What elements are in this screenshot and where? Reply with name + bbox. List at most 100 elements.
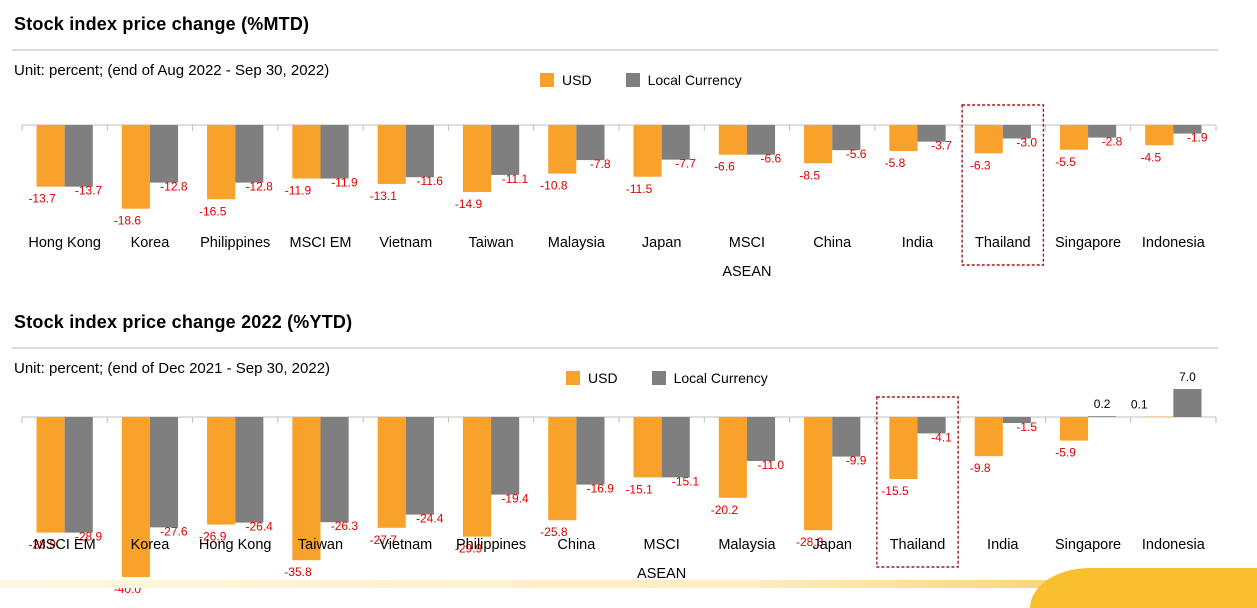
bar-local-currency-china: [576, 417, 605, 485]
data-label-usd-hong-kong: -26.9: [199, 530, 227, 544]
data-label-local-currency-philippines: -12.8: [245, 180, 273, 194]
bar-usd-vietnam: [377, 417, 406, 528]
legend-label-usd: USD: [588, 370, 618, 386]
data-label-local-currency-indonesia: -1.9: [1187, 131, 1208, 145]
bar-local-currency-indonesia: [1173, 125, 1202, 134]
category-label-singapore: Singapore: [1055, 235, 1121, 251]
data-label-local-currency-japan: -7.7: [675, 157, 696, 171]
bar-usd-korea: [121, 417, 150, 577]
category-label-thailand: Thailand: [890, 537, 946, 553]
legend-swatch-local-currency: [651, 371, 666, 385]
category-label-thailand: Thailand: [975, 235, 1031, 251]
data-label-usd-indonesia: -4.5: [1140, 150, 1161, 164]
data-label-local-currency-taiwan: -26.3: [331, 519, 359, 533]
ytd-chart-panel: Stock index price change 2022 (%YTD) Uni…: [0, 298, 1257, 596]
footer-decoration: [0, 580, 1257, 588]
bar-local-currency-singapore: [1088, 125, 1117, 138]
category-label-malaysia: Malaysia: [718, 537, 776, 553]
unit-note: Unit: percent; (end of Aug 2022 - Sep 30…: [14, 62, 330, 79]
mtd-chart-panel: Stock index price change (%MTD) Unit: pe…: [0, 0, 1257, 290]
bar-usd-malaysia: [718, 417, 747, 498]
data-label-usd-taiwan: -14.9: [455, 197, 483, 211]
category-label-philippines: Philippines: [200, 235, 270, 251]
highlight-box-thailand: [876, 396, 959, 568]
legend-item-usd: USD: [566, 370, 618, 386]
bar-usd-singapore: [1059, 125, 1089, 150]
bar-local-currency-msci-asean: [661, 417, 690, 478]
data-label-usd-msci-asean: -15.1: [625, 482, 653, 496]
category-label-msci-asean: MSCI: [729, 235, 765, 251]
legend-swatch-local-currency: [625, 73, 640, 87]
bar-local-currency-thailand: [917, 417, 946, 434]
data-label-local-currency-japan: -9.9: [846, 454, 867, 468]
highlight-box-thailand: [961, 104, 1045, 266]
bar-usd-msci-em: [36, 417, 65, 533]
bar-usd-india: [974, 417, 1003, 457]
category-label-msci-em: MSCI EM: [289, 235, 351, 251]
data-label-usd-india: -9.8: [970, 461, 991, 475]
bar-local-currency-hong-kong: [64, 125, 93, 187]
data-label-usd-hong-kong: -13.7: [28, 192, 56, 206]
data-label-local-currency-korea: -12.8: [160, 180, 188, 194]
chart-title: Stock index price change 2022 (%YTD): [14, 312, 353, 332]
bar-usd-malaysia: [548, 125, 577, 174]
bar-local-currency-indonesia: [1173, 389, 1202, 417]
category-label-china: China: [813, 235, 852, 251]
bar-local-currency-malaysia: [746, 417, 776, 461]
bar-local-currency-thailand: [1002, 125, 1031, 139]
bar-local-currency-japan: [661, 125, 690, 160]
data-label-usd-singapore: -5.5: [1055, 155, 1076, 169]
data-label-usd-singapore: -5.9: [1055, 446, 1076, 460]
data-label-local-currency-china: -16.9: [587, 482, 615, 496]
data-label-usd-philippines: -29.9: [455, 542, 483, 556]
bar-usd-msci-asean: [718, 125, 747, 155]
chart-title: Stock index price change (%MTD): [14, 14, 310, 34]
data-label-local-currency-msci-asean: -15.1: [672, 474, 700, 488]
bar-local-currency-vietnam: [405, 417, 434, 515]
data-label-local-currency-philippines: -19.4: [501, 492, 529, 506]
data-label-usd-msci-asean: -6.6: [714, 160, 735, 174]
bar-local-currency-india: [1002, 417, 1031, 423]
category-label-singapore: Singapore: [1055, 537, 1121, 553]
bar-local-currency-taiwan: [491, 125, 520, 175]
data-label-usd-malaysia: -10.8: [540, 179, 568, 193]
legend-label-local-currency: Local Currency: [647, 72, 742, 88]
bar-local-currency-china: [832, 125, 861, 151]
bar-local-currency-msci-asean: [746, 125, 776, 155]
legend: USD Local Currency: [566, 370, 802, 386]
title-divider: [12, 49, 1218, 51]
bar-usd-indonesia: [1145, 416, 1174, 418]
data-label-usd-indonesia: 0.1: [1131, 398, 1148, 412]
bar-local-currency-vietnam: [405, 125, 434, 178]
category-label-msci-em: MSCI EM: [34, 537, 96, 553]
bar-local-currency-hong-kong: [235, 417, 264, 523]
legend-item-local-currency: Local Currency: [625, 72, 742, 88]
bar-local-currency-india: [917, 125, 946, 142]
bar-local-currency-msci-em: [64, 417, 93, 533]
bar-local-currency-philippines: [235, 125, 264, 183]
bar-usd-china: [804, 125, 833, 164]
data-label-local-currency-taiwan: -11.1: [502, 172, 529, 186]
category-label-vietnam: Vietnam: [379, 235, 432, 251]
data-label-usd-japan: -28.3: [796, 535, 824, 549]
legend-swatch-usd: [566, 371, 580, 385]
data-label-local-currency-malaysia: -7.8: [590, 157, 611, 171]
data-label-local-currency-thailand: -3.0: [1016, 136, 1037, 150]
data-label-local-currency-indonesia: 7.0: [1179, 370, 1196, 384]
category-label-hong-kong: Hong Kong: [199, 537, 272, 553]
bar-local-currency-philippines: [491, 417, 520, 495]
bar-usd-hong-kong: [36, 125, 65, 187]
legend-item-usd: USD: [540, 72, 592, 88]
category-label-msci-asean-line2: ASEAN: [637, 566, 686, 582]
data-label-usd-china: -8.5: [799, 168, 820, 182]
bar-local-currency-japan: [832, 417, 861, 457]
category-label-korea: Korea: [131, 235, 171, 251]
data-label-local-currency-hong-kong: -13.7: [75, 184, 103, 198]
legend-swatch-usd: [540, 73, 554, 87]
data-label-usd-china: -25.8: [540, 525, 568, 539]
bar-usd-thailand: [889, 417, 918, 479]
bar-usd-taiwan: [462, 125, 492, 193]
bar-local-currency-singapore: [1088, 416, 1117, 417]
bar-usd-thailand: [974, 125, 1003, 154]
bar-usd-korea: [121, 125, 150, 209]
